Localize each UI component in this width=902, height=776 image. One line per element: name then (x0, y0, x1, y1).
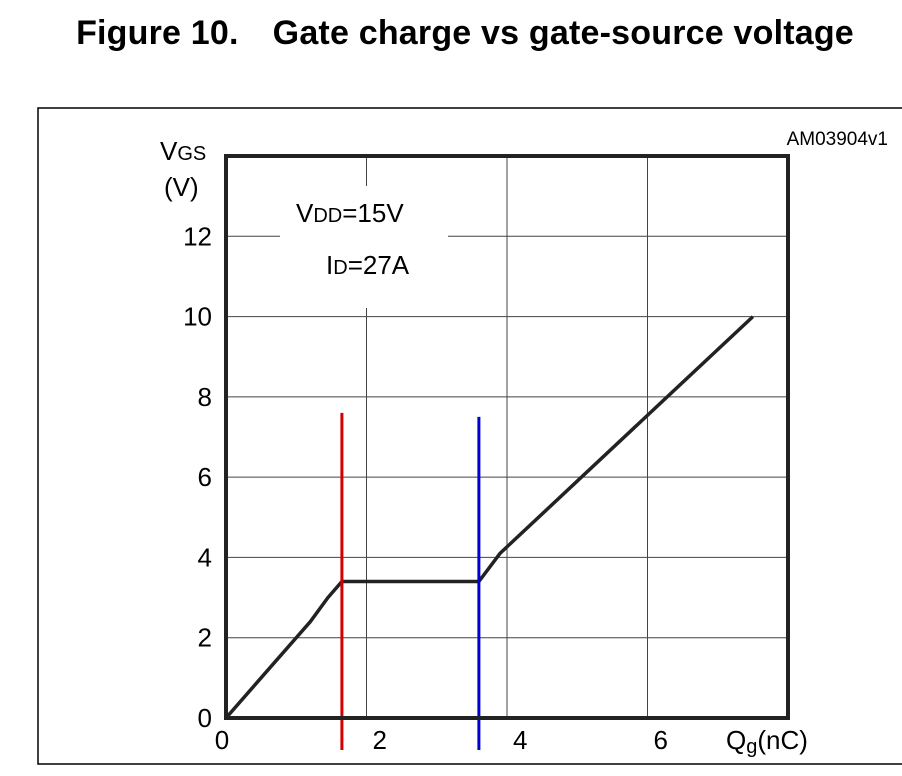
y-axis-label-sub: GS (177, 143, 206, 165)
x-axis-label-unit: (nC) (757, 725, 808, 755)
y-tick-label: 0 (198, 703, 212, 733)
vdd-prefix: V (296, 198, 314, 228)
vdd-condition: VDD=15V (296, 198, 404, 228)
vdd-sub: DD (313, 205, 342, 227)
grid (226, 156, 788, 718)
id-sub: D (333, 257, 347, 279)
callout-background (280, 186, 448, 308)
x-tick-label: 6 (654, 725, 668, 755)
x-axis-label-sub: g (746, 736, 757, 758)
y-tick-label: 12 (183, 221, 212, 251)
figure-frame (37, 107, 902, 765)
y-axis-unit: (V) (164, 172, 199, 202)
x-tick-label: 4 (513, 725, 527, 755)
vgs-curve (224, 315, 755, 720)
condition-callout-background (280, 186, 448, 308)
y-tick-label: 10 (183, 302, 212, 332)
tick-labels: 0 2 4 6 8 10 12 0 2 4 6 (183, 221, 668, 755)
y-tick-label: 6 (198, 462, 212, 492)
plot-area-border (224, 154, 790, 720)
x-axis-label: Qg(nC) (726, 725, 808, 758)
y-tick-label: 4 (198, 542, 212, 572)
figure-code: AM03904v1 (787, 129, 888, 150)
vdd-value: =15V (342, 198, 404, 228)
x-tick-label: 0 (215, 725, 229, 755)
id-value: =27A (348, 250, 410, 280)
figure-title-text: Gate charge vs gate-source voltage (272, 14, 854, 52)
y-tick-label: 8 (198, 382, 212, 412)
figure-title: Figure 10. Gate charge vs gate-source vol… (0, 14, 902, 53)
id-condition: ID=27A (326, 250, 410, 280)
figure-number: Figure 10. (76, 14, 239, 52)
y-axis-label: VGS (160, 136, 206, 166)
x-axis-label-main: Q (726, 725, 746, 755)
y-tick-label: 2 (198, 623, 212, 653)
data-marks (224, 315, 755, 750)
y-axis-label-main: V (160, 136, 178, 166)
id-prefix: I (326, 250, 333, 280)
x-tick-label: 2 (373, 725, 387, 755)
